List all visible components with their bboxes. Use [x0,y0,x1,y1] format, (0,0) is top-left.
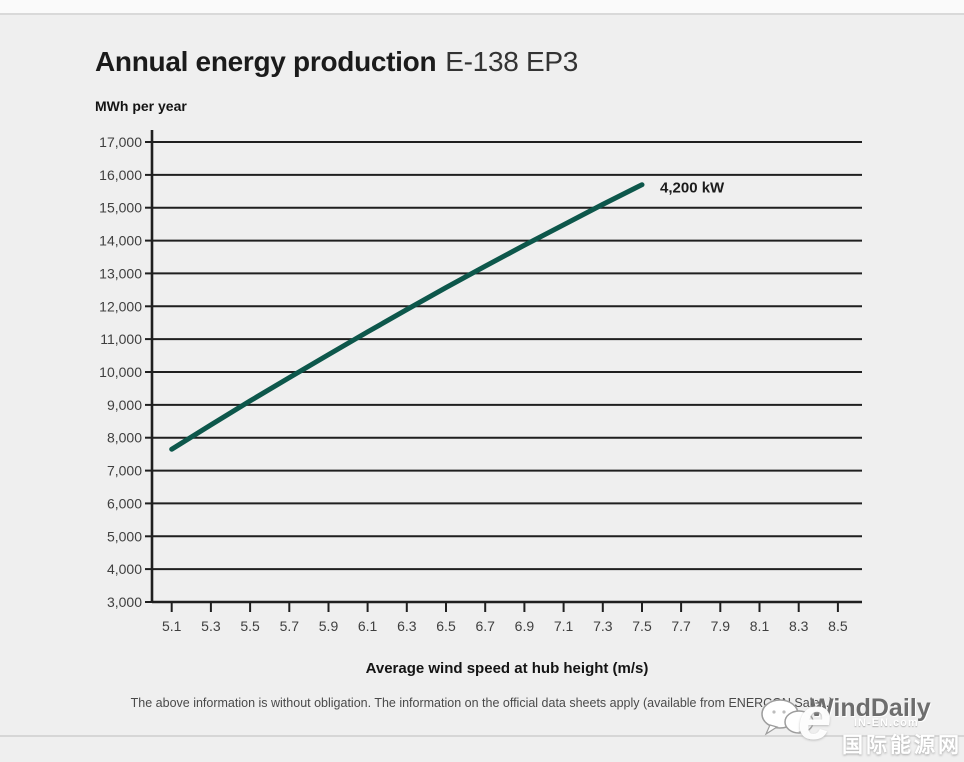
x-tick-label: 5.1 [162,618,182,634]
y-tick-label: 5,000 [107,528,142,544]
x-tick-label: 8.1 [750,618,770,634]
x-tick-label: 5.3 [201,618,221,634]
x-tick-label: 8.3 [789,618,809,634]
y-tick-label: 10,000 [99,364,142,380]
x-tick-label: 5.9 [319,618,339,634]
x-tick-label: 5.5 [240,618,260,634]
y-tick-label: 14,000 [99,233,142,249]
page-title-main: Annual energy production [95,46,437,77]
x-tick-label: 6.3 [397,618,417,634]
page-title-model: E-138 EP3 [445,46,578,77]
x-axis-title: Average wind speed at hub height (m/s) [365,660,649,677]
y-tick-label: 13,000 [99,265,142,281]
y-tick-label: 4,000 [107,561,142,577]
y-tick-label: 17,000 [99,134,142,150]
x-tick-label: 5.7 [280,618,300,634]
page-title: Annual energy production E-138 EP3 [95,46,578,78]
x-tick-label: 6.5 [436,618,456,634]
x-tick-label: 7.3 [593,618,613,634]
inen-logo-icon: e [798,685,832,752]
y-tick-label: 6,000 [107,495,142,511]
series-line [169,182,645,452]
y-tick-label: 7,000 [107,463,142,479]
y-tick-label: 16,000 [99,167,142,183]
y-tick-label: 12,000 [99,298,142,314]
x-tick-label: 7.5 [632,618,652,634]
watermark-chinese-text: 国际能源网 [842,734,962,757]
disclaimer-text: The above information is without obligat… [130,696,834,710]
y-tick-label: 3,000 [107,594,142,610]
y-axis-unit-label: MWh per year [95,98,187,114]
x-tick-label: 6.9 [515,618,535,634]
chat-bubbles-icon [761,699,814,740]
y-tick-label: 9,000 [107,397,142,413]
x-tick-label: 7.7 [671,618,691,634]
x-tick-label: 6.7 [475,618,495,634]
y-tick-label: 11,000 [100,331,142,347]
x-tick-label: 7.9 [711,618,731,634]
winddaily-watermark: WindDaily e IN-EN.com 国际能源网 [758,685,962,762]
bottom-divider [0,735,964,737]
watermark-brand-text: WindDaily [810,694,931,722]
y-tick-label: 8,000 [107,430,142,446]
y-tick-label: 15,000 [99,200,142,216]
top-strip [0,0,964,15]
x-tick-label: 6.1 [358,618,378,634]
series-annotation-label: 4,200 kW [660,180,725,197]
x-tick-label: 8.5 [828,618,848,634]
watermark-site-text: IN-EN.com [854,717,919,729]
x-tick-label: 7.1 [554,618,574,634]
